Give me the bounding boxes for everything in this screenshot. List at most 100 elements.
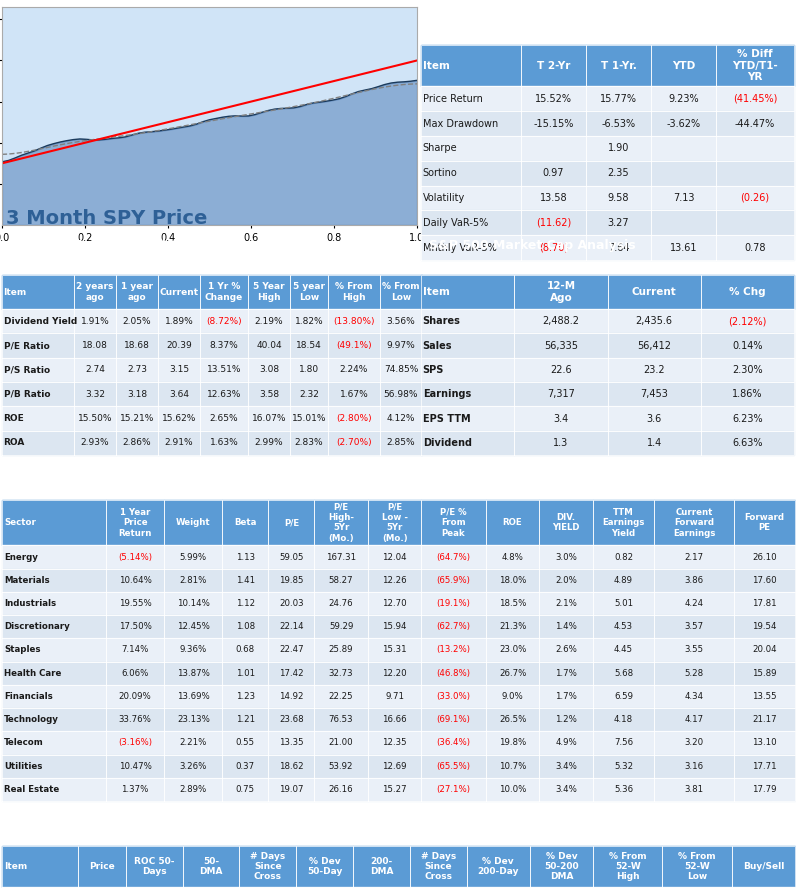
- Bar: [651, 186, 716, 210]
- Bar: [700, 309, 794, 333]
- Text: Current: Current: [159, 288, 198, 297]
- Text: P/E
High-
5Yr
(Mo.): P/E High- 5Yr (Mo.): [328, 503, 354, 543]
- Bar: [164, 662, 222, 685]
- Text: 23.0%: 23.0%: [499, 646, 526, 654]
- Bar: [200, 431, 248, 455]
- Text: (19.1%): (19.1%): [437, 599, 470, 608]
- Text: 12.45%: 12.45%: [177, 622, 210, 631]
- Text: Real Estate: Real Estate: [4, 785, 60, 794]
- Bar: [2, 685, 106, 708]
- Bar: [654, 685, 734, 708]
- Bar: [116, 309, 158, 333]
- Text: 5 year
Low: 5 year Low: [293, 282, 325, 302]
- Bar: [328, 333, 380, 358]
- Bar: [593, 545, 654, 568]
- Text: EPS TTM: EPS TTM: [423, 414, 470, 424]
- Bar: [328, 382, 380, 407]
- Text: Price: Price: [89, 862, 115, 871]
- Bar: [540, 615, 593, 638]
- Bar: [164, 755, 222, 778]
- Bar: [222, 638, 268, 662]
- Text: 12.63%: 12.63%: [207, 390, 241, 399]
- Text: 1.80: 1.80: [299, 365, 319, 375]
- Bar: [421, 708, 486, 732]
- Bar: [158, 275, 200, 309]
- Text: 167.31: 167.31: [326, 552, 356, 561]
- Bar: [421, 685, 486, 708]
- Bar: [106, 685, 164, 708]
- Text: 2.21%: 2.21%: [180, 739, 207, 748]
- Text: 3.81: 3.81: [685, 785, 704, 794]
- Text: 22.47: 22.47: [279, 646, 303, 654]
- Bar: [106, 568, 164, 592]
- Text: P/E
Low -
5Yr
(Mo.): P/E Low - 5Yr (Mo.): [381, 503, 408, 543]
- Text: 25.89: 25.89: [329, 646, 353, 654]
- Bar: [164, 500, 222, 545]
- Text: 13.69%: 13.69%: [177, 692, 209, 701]
- Bar: [126, 846, 182, 887]
- Bar: [421, 45, 521, 86]
- Bar: [368, 662, 421, 685]
- Bar: [700, 431, 794, 455]
- Bar: [2, 545, 106, 568]
- Text: % Dev
200-Day: % Dev 200-Day: [478, 857, 519, 876]
- Text: Item: Item: [3, 288, 27, 297]
- Text: 10.14%: 10.14%: [177, 599, 210, 608]
- Text: 21.00: 21.00: [329, 739, 353, 748]
- Bar: [2, 407, 74, 431]
- Bar: [716, 161, 794, 186]
- Text: 3.18: 3.18: [127, 390, 147, 399]
- Text: 9.0%: 9.0%: [501, 692, 524, 701]
- Bar: [540, 778, 593, 801]
- Bar: [421, 500, 486, 545]
- Text: 0.75: 0.75: [236, 785, 255, 794]
- Bar: [222, 545, 268, 568]
- Text: 58.27: 58.27: [329, 575, 353, 585]
- Text: 6.63%: 6.63%: [732, 438, 763, 448]
- Bar: [607, 358, 700, 382]
- Bar: [654, 732, 734, 755]
- Text: 1.23: 1.23: [236, 692, 255, 701]
- Bar: [222, 685, 268, 708]
- Bar: [164, 685, 222, 708]
- Bar: [2, 333, 74, 358]
- Bar: [158, 333, 200, 358]
- Text: 6.06%: 6.06%: [122, 669, 149, 678]
- Bar: [651, 86, 716, 111]
- Bar: [314, 732, 368, 755]
- Text: 26.16: 26.16: [329, 785, 353, 794]
- Text: (2.80%): (2.80%): [336, 414, 372, 423]
- Text: T 1-Yr.: T 1-Yr.: [600, 60, 637, 71]
- Bar: [248, 407, 290, 431]
- Text: 13.10: 13.10: [752, 739, 777, 748]
- Text: 5 Year
High: 5 Year High: [253, 282, 285, 302]
- Bar: [521, 161, 586, 186]
- Text: 7.13: 7.13: [673, 193, 694, 203]
- Text: 7,453: 7,453: [640, 389, 668, 400]
- Bar: [593, 755, 654, 778]
- Bar: [248, 333, 290, 358]
- Text: -6.53%: -6.53%: [602, 119, 635, 129]
- Text: 2.85%: 2.85%: [387, 439, 416, 448]
- Text: 1.7%: 1.7%: [555, 692, 577, 701]
- Text: 3.32: 3.32: [85, 390, 105, 399]
- Text: SPS: SPS: [423, 365, 444, 375]
- Bar: [106, 545, 164, 568]
- Bar: [158, 309, 200, 333]
- Text: # Days
Since
Cross: # Days Since Cross: [250, 852, 286, 882]
- Text: Item: Item: [423, 287, 450, 297]
- Bar: [593, 638, 654, 662]
- Bar: [268, 500, 314, 545]
- Text: ROE: ROE: [503, 519, 522, 527]
- Text: 19.07: 19.07: [279, 785, 303, 794]
- Bar: [182, 846, 240, 887]
- Text: 3.27: 3.27: [607, 218, 630, 228]
- Bar: [380, 407, 422, 431]
- Bar: [586, 136, 651, 161]
- Bar: [164, 732, 222, 755]
- Bar: [734, 708, 795, 732]
- Text: 2,435.6: 2,435.6: [636, 316, 673, 326]
- Bar: [74, 382, 116, 407]
- Bar: [2, 778, 106, 801]
- Text: Weight: Weight: [176, 519, 211, 527]
